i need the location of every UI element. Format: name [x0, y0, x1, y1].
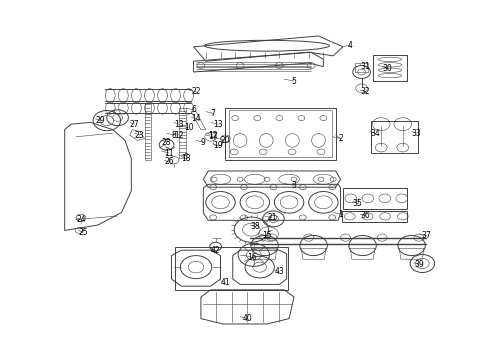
- Bar: [175, 247, 288, 290]
- Text: 37: 37: [421, 231, 431, 240]
- Text: 29: 29: [96, 116, 105, 125]
- Text: 13: 13: [213, 120, 223, 129]
- Text: 19: 19: [213, 141, 223, 150]
- Text: 14: 14: [191, 114, 201, 123]
- Text: 21: 21: [267, 213, 277, 222]
- Text: 32: 32: [360, 87, 370, 96]
- Text: 24: 24: [76, 215, 86, 224]
- Text: 12: 12: [208, 130, 218, 139]
- Text: 18: 18: [181, 154, 191, 163]
- Bar: [225, 108, 336, 160]
- Text: 7: 7: [211, 109, 216, 118]
- Text: 1: 1: [338, 210, 343, 219]
- Text: 12: 12: [174, 130, 184, 139]
- Bar: [373, 55, 407, 81]
- Text: 9: 9: [201, 138, 206, 147]
- Text: 30: 30: [382, 64, 392, 73]
- Text: 6: 6: [191, 105, 196, 114]
- Text: 11: 11: [164, 149, 174, 158]
- Text: 4: 4: [348, 40, 353, 49]
- Text: 38: 38: [250, 222, 260, 231]
- Text: 31: 31: [360, 62, 370, 71]
- Text: 20: 20: [220, 136, 230, 145]
- Text: 5: 5: [292, 77, 296, 85]
- Text: 22: 22: [191, 87, 201, 96]
- Text: 39: 39: [414, 260, 424, 269]
- Text: 23: 23: [135, 130, 145, 139]
- Bar: [371, 121, 418, 153]
- Text: 10: 10: [184, 123, 194, 132]
- Text: 25: 25: [78, 228, 88, 237]
- Text: 42: 42: [211, 246, 220, 255]
- Text: 3: 3: [292, 181, 296, 190]
- Text: 41: 41: [220, 278, 230, 287]
- Text: 40: 40: [243, 314, 252, 323]
- Text: 34: 34: [370, 129, 380, 138]
- Text: 16: 16: [247, 253, 257, 262]
- Text: 26: 26: [164, 157, 174, 166]
- Bar: [343, 188, 407, 209]
- Text: 43: 43: [274, 267, 284, 276]
- Text: 36: 36: [360, 211, 370, 220]
- Bar: [355, 63, 368, 72]
- Bar: [342, 211, 407, 222]
- Text: 35: 35: [353, 199, 363, 208]
- Text: 13: 13: [174, 120, 184, 129]
- Text: 17: 17: [208, 132, 218, 141]
- Text: 28: 28: [162, 138, 172, 147]
- Text: 8: 8: [172, 130, 176, 139]
- Text: 2: 2: [338, 134, 343, 143]
- Text: 33: 33: [412, 129, 421, 138]
- Text: 15: 15: [262, 231, 272, 240]
- Text: 27: 27: [130, 120, 140, 129]
